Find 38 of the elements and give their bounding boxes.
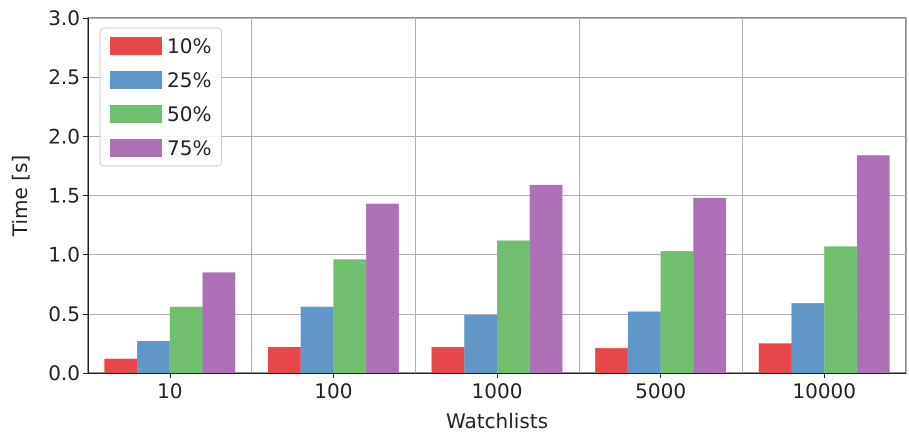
bar [300, 306, 334, 373]
x-tick-label: 10000 [792, 379, 856, 403]
bar [628, 311, 661, 373]
x-tick-label: 1000 [472, 379, 522, 403]
bar [432, 346, 464, 373]
bar [202, 272, 236, 373]
bar [104, 358, 138, 373]
bar [366, 204, 399, 373]
y-tick-label: 1.0 [48, 242, 80, 267]
bar [856, 155, 890, 373]
y-tick-label: 2.0 [48, 124, 80, 148]
bar [693, 198, 726, 373]
bar [268, 346, 301, 373]
x-tick-label: 100 [314, 379, 352, 403]
bar [791, 303, 824, 373]
bar [660, 251, 694, 373]
bar [137, 341, 170, 373]
bar [530, 184, 562, 373]
bar [824, 246, 857, 373]
bar [497, 240, 530, 373]
y-tick-label: 0.5 [48, 302, 80, 326]
y-axis-title: Time [s] [8, 154, 32, 238]
bar [170, 306, 203, 373]
legend-label: 25% [167, 68, 212, 92]
y-tick-label: 0.0 [48, 361, 80, 385]
bar [595, 348, 628, 373]
legend-label: 75% [167, 136, 212, 160]
x-tick-label: 10 [157, 379, 183, 403]
legend-label: 10% [167, 34, 212, 58]
x-tick-label: 5000 [635, 379, 686, 403]
y-tick-label: 2.5 [48, 65, 80, 90]
bar [758, 343, 792, 373]
y-tick-label: 1.5 [48, 184, 80, 208]
bar [333, 259, 366, 373]
x-axis-title: Watchlists [446, 409, 548, 433]
y-tick-label: 3.0 [48, 6, 80, 30]
bar [464, 315, 497, 373]
legend-label: 50% [167, 102, 212, 126]
